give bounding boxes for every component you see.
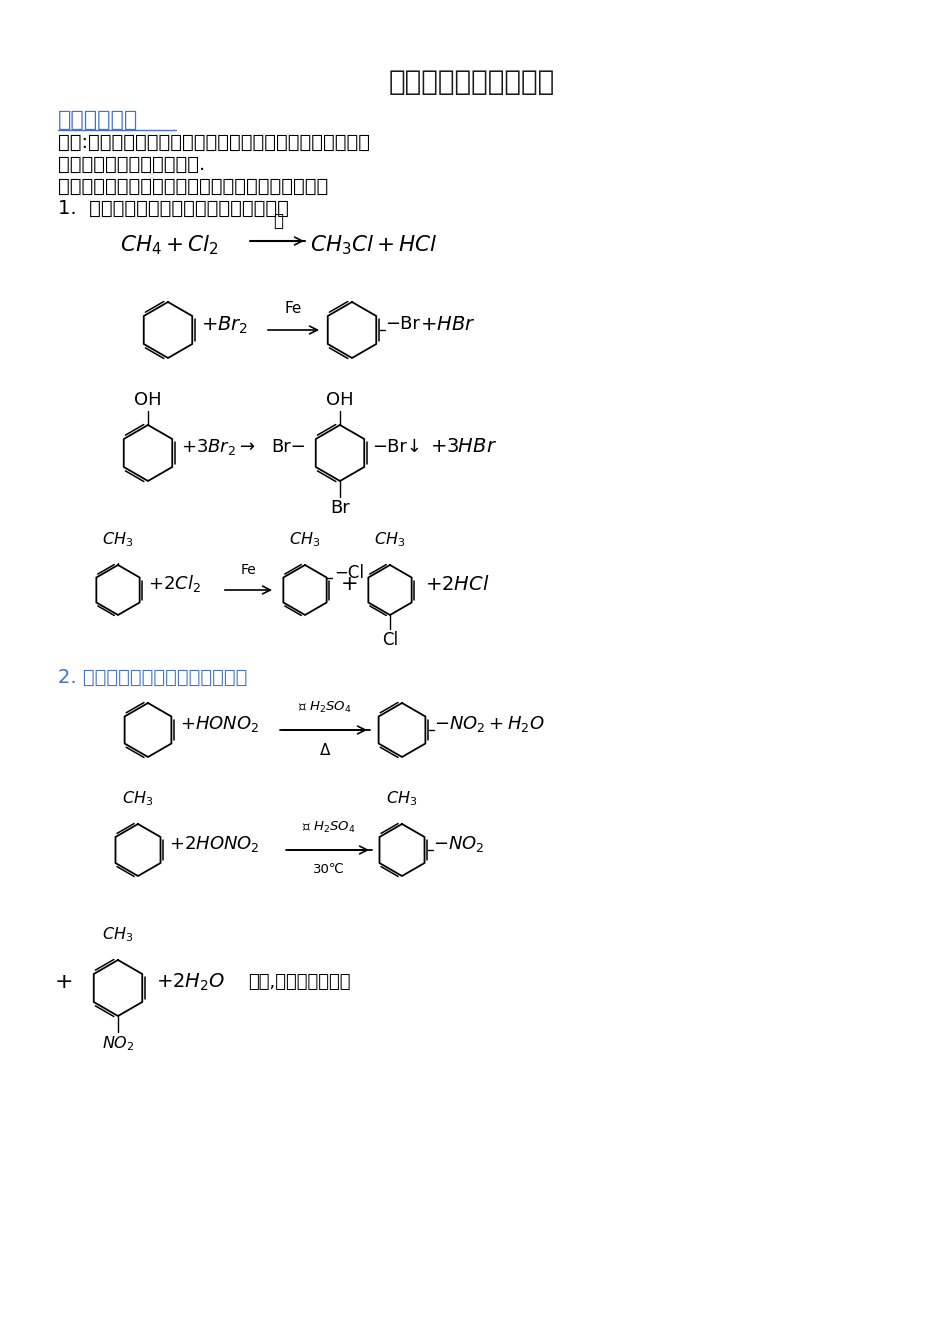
Text: Fe: Fe <box>284 301 301 317</box>
Text: 1.  烷烃、芳香烃、苯酚等与卤素反应如：: 1. 烷烃、芳香烃、苯酚等与卤素反应如： <box>58 199 289 218</box>
Text: $+3Br_2\rightarrow$: $+3Br_2\rightarrow$ <box>181 437 255 457</box>
Text: $-NO_2 + H_2O$: $-NO_2 + H_2O$ <box>433 713 545 733</box>
Text: $CH_4 + Cl_2$: $CH_4 + Cl_2$ <box>120 232 219 257</box>
Text: Δ: Δ <box>319 743 329 758</box>
Text: OH: OH <box>134 391 161 409</box>
Text: −Br↓: −Br↓ <box>372 438 422 456</box>
Text: $CH_3$: $CH_3$ <box>122 790 154 808</box>
Text: $-NO_2$: $-NO_2$ <box>432 834 484 854</box>
Text: 2. 苯及其同系物与浓硝酸反应如：: 2. 苯及其同系物与浓硝酸反应如： <box>58 668 247 687</box>
Text: $CH_3$: $CH_3$ <box>102 530 133 549</box>
Text: 取代反应的类型很多，中学化学中主要有下面几类：: 取代反应的类型很多，中学化学中主要有下面几类： <box>58 176 328 196</box>
Text: $+ HONO_2$: $+ HONO_2$ <box>179 713 259 733</box>
Text: Fe: Fe <box>240 562 256 577</box>
Text: $CH_3Cl + HCl$: $CH_3Cl + HCl$ <box>310 232 437 257</box>
Text: $+ HBr$: $+ HBr$ <box>419 314 475 334</box>
Text: 浓 $H_2SO_4$: 浓 $H_2SO_4$ <box>302 820 355 835</box>
Text: $+2H_2O$: $+2H_2O$ <box>156 971 225 993</box>
Text: $+2HONO_2$: $+2HONO_2$ <box>169 834 260 854</box>
Text: −Br: −Br <box>384 315 419 333</box>
Text: +: + <box>341 574 359 595</box>
Text: $+3HBr$: $+3HBr$ <box>430 437 497 457</box>
Text: $+ 2Cl_2$: $+ 2Cl_2$ <box>148 573 201 595</box>
Text: 定义:有机物分子里的某些原子或原子团被其它原子或原子团: 定义:有机物分子里的某些原子或原子团被其它原子或原子团 <box>58 134 370 152</box>
Text: $CH_3$: $CH_3$ <box>386 790 417 808</box>
Text: $CH_3$: $CH_3$ <box>289 530 320 549</box>
Text: Br−: Br− <box>271 438 306 456</box>
Text: $CH_3$: $CH_3$ <box>102 926 133 945</box>
Text: Cl: Cl <box>381 631 397 649</box>
Text: Br: Br <box>329 500 349 517</box>
Text: 所代替的反应称为取代反应.: 所代替的反应称为取代反应. <box>58 155 205 174</box>
Text: +: + <box>55 973 74 993</box>
Text: −Cl: −Cl <box>333 564 363 582</box>
Text: $+2HCl$: $+2HCl$ <box>425 574 489 593</box>
Text: 30℃: 30℃ <box>312 863 345 876</box>
Text: 浓 $H_2SO_4$: 浓 $H_2SO_4$ <box>298 700 351 715</box>
Text: （邻,对位产物为主）: （邻,对位产物为主） <box>247 973 350 991</box>
Text: 光: 光 <box>273 212 282 230</box>
Text: 一、取代反应: 一、取代反应 <box>58 110 138 130</box>
Text: $+ Br_2$: $+ Br_2$ <box>201 314 247 335</box>
Text: $CH_3$: $CH_3$ <box>374 530 405 549</box>
Text: $NO_2$: $NO_2$ <box>102 1034 134 1053</box>
Text: OH: OH <box>326 391 353 409</box>
Text: 有机化学反应类型小结: 有机化学反应类型小结 <box>389 68 554 96</box>
